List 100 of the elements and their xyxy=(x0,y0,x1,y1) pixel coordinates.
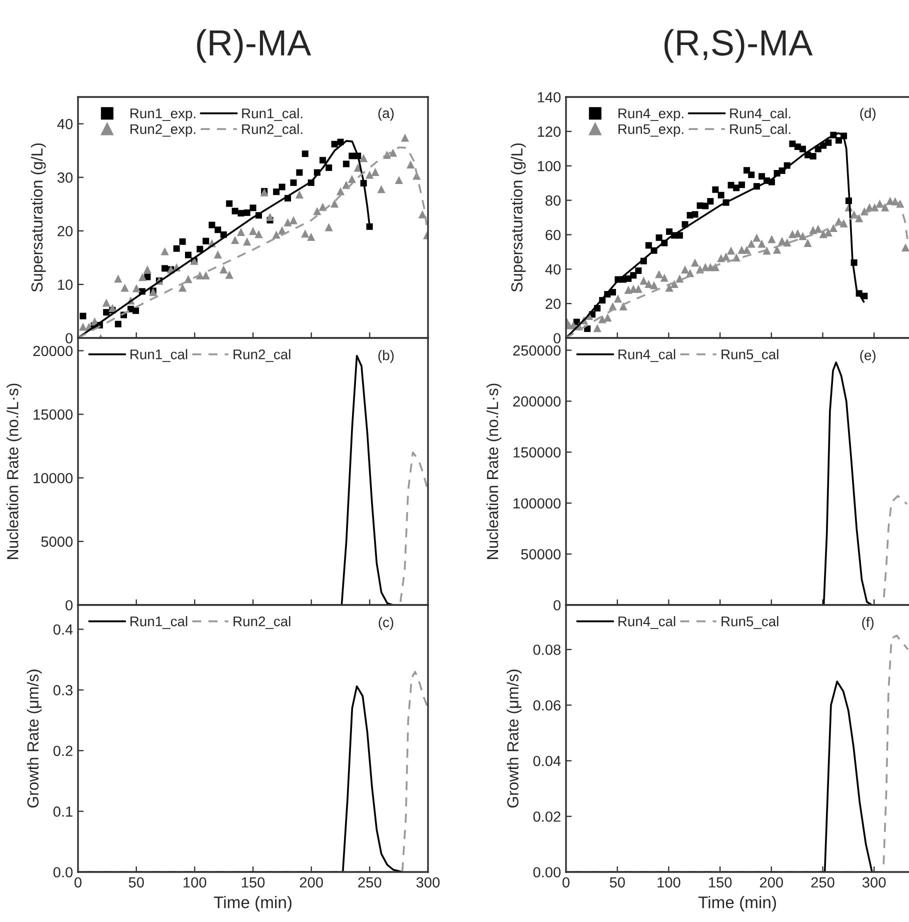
x-tick-label: 100 xyxy=(184,877,206,888)
point xyxy=(196,246,204,252)
y-axis-title: Growth Rate (μm/s) xyxy=(506,670,522,808)
y-tick-label: 20 xyxy=(58,226,73,236)
point xyxy=(244,209,250,216)
point xyxy=(214,226,222,234)
y-tick-label: 250000 xyxy=(513,345,561,356)
point xyxy=(138,272,147,281)
point xyxy=(220,265,228,274)
point xyxy=(226,200,233,207)
y-tick-label: 0 xyxy=(66,600,73,610)
point xyxy=(78,322,88,331)
legend-label: Run2_cal xyxy=(234,349,290,362)
y-axis-title: Supersaturation (g/L) xyxy=(510,143,526,292)
legend-label: Run5_exp. xyxy=(618,124,684,137)
point xyxy=(184,252,192,258)
x-tick-label: 300 xyxy=(862,877,886,888)
point xyxy=(326,164,332,171)
point xyxy=(248,226,258,235)
point xyxy=(630,272,637,279)
point xyxy=(825,139,832,146)
legend-label: Run4_cal. xyxy=(730,108,790,121)
x-tick-label: 0 xyxy=(74,877,82,888)
y-tick-label: 120 xyxy=(538,126,561,137)
point xyxy=(733,184,740,192)
x-tick-label: 200 xyxy=(300,877,323,888)
point xyxy=(371,168,380,176)
point xyxy=(810,152,816,160)
y-tick-label: 200000 xyxy=(513,396,561,407)
chart-title: (R)-MA xyxy=(197,29,312,63)
point xyxy=(284,218,292,226)
point xyxy=(301,230,310,238)
y-tick-label: 10000 xyxy=(34,472,73,484)
point xyxy=(861,292,868,300)
y-tick-label: 100000 xyxy=(514,498,561,509)
y-tick-label: 0.1 xyxy=(53,806,72,817)
point xyxy=(348,174,356,183)
point xyxy=(173,245,180,252)
y-tick-label: 0.08 xyxy=(533,644,561,655)
x-tick-label: 200 xyxy=(760,877,783,888)
point xyxy=(266,212,274,222)
legend-label: Run1_cal xyxy=(130,616,188,629)
x-tick-label: 250 xyxy=(811,877,834,888)
point xyxy=(799,146,806,152)
point xyxy=(676,232,683,239)
x-axis-title: Time (min) xyxy=(214,896,292,912)
annotation: (b) xyxy=(378,350,394,363)
point xyxy=(360,154,368,162)
y-tick-label: 150000 xyxy=(514,447,561,458)
point xyxy=(307,232,316,241)
point xyxy=(250,204,256,212)
point xyxy=(132,307,140,314)
point xyxy=(718,192,724,198)
point xyxy=(758,173,765,180)
legend-label: Run2_exp. xyxy=(130,124,196,137)
annotation: (f) xyxy=(862,617,874,630)
y-tick-label: 0.00 xyxy=(533,867,561,878)
annotation: (c) xyxy=(378,617,394,630)
legend-label: Run1_cal xyxy=(130,349,188,362)
point xyxy=(120,284,129,292)
point xyxy=(114,320,122,328)
point xyxy=(214,250,222,259)
point xyxy=(743,167,750,174)
point xyxy=(202,238,210,244)
point xyxy=(254,230,263,238)
point xyxy=(143,265,152,274)
legend-label: Run4_cal xyxy=(618,349,676,362)
y-axis-title: Supersaturation (g/L) xyxy=(30,143,46,292)
point xyxy=(290,179,297,186)
point xyxy=(394,176,403,184)
x-tick-label: 150 xyxy=(242,877,265,888)
point xyxy=(330,200,339,208)
legend-label: Run2_cal. xyxy=(242,124,302,137)
y-tick-label: 0.0 xyxy=(53,867,73,878)
point xyxy=(645,242,652,249)
legend-label: Run5_cal xyxy=(722,349,778,362)
point xyxy=(178,284,187,292)
y-tick-label: 50000 xyxy=(521,549,561,560)
y-tick-label: 80 xyxy=(546,195,561,206)
point xyxy=(202,271,210,280)
point xyxy=(400,134,410,142)
point xyxy=(102,298,110,307)
y-tick-label: 0.4 xyxy=(53,624,73,635)
y-tick-label: 30 xyxy=(57,172,73,183)
x-tick-label: 150 xyxy=(708,877,732,888)
y-tick-label: 0 xyxy=(554,600,561,610)
point xyxy=(656,234,662,241)
y-tick-label: 60 xyxy=(546,230,561,240)
chart-title: (R,S)-MA xyxy=(664,29,813,63)
point xyxy=(162,265,168,272)
y-tick-label: 0.06 xyxy=(533,700,560,711)
y-tick-label: 0 xyxy=(66,333,73,344)
point xyxy=(302,150,308,158)
point xyxy=(418,210,426,218)
x-tick-label: 100 xyxy=(658,877,680,888)
y-tick-label: 140 xyxy=(538,92,561,102)
point xyxy=(236,228,246,236)
legend-label: Run1_cal. xyxy=(242,108,302,121)
point xyxy=(289,216,298,224)
y-tick-label: 20000 xyxy=(33,346,73,356)
